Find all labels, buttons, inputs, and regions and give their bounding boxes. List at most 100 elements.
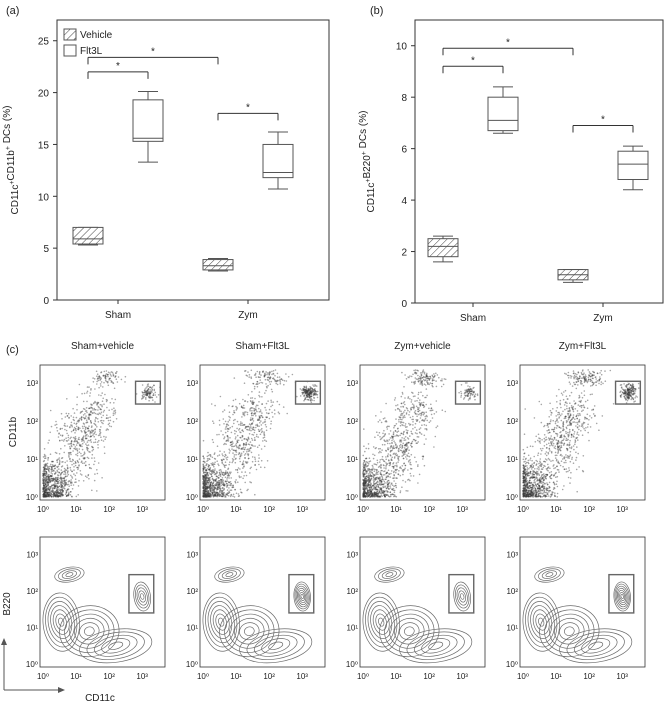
event-dot [528, 474, 531, 477]
event-dot [243, 407, 246, 409]
event-dot [94, 460, 96, 463]
event-dot [73, 469, 75, 471]
event-dot [56, 469, 58, 472]
event-dot [409, 472, 412, 475]
event-dot [68, 455, 70, 457]
event-dot [257, 460, 260, 463]
event-dot [376, 494, 378, 497]
event-dot [109, 377, 111, 380]
event-dot [56, 465, 58, 468]
event-dot [70, 442, 73, 445]
event-dot [55, 495, 58, 498]
event-dot [43, 493, 45, 495]
event-dot [367, 469, 370, 472]
event-dot [77, 427, 80, 429]
event-dot [236, 471, 239, 474]
event-dot [84, 413, 86, 415]
event-dot [258, 444, 261, 447]
event-dot [49, 453, 52, 456]
event-dot [397, 457, 400, 459]
event-dot [257, 436, 260, 438]
event-dot [52, 465, 54, 468]
event-dot [434, 435, 437, 438]
event-dot [46, 481, 49, 483]
event-dot [53, 484, 56, 487]
event-dot [241, 491, 243, 494]
event-dot [370, 477, 373, 480]
event-dot [223, 474, 225, 477]
event-dot [42, 474, 44, 477]
event-dot [420, 433, 423, 435]
event-dot [283, 383, 285, 386]
event-dot [258, 391, 261, 393]
event-dot [56, 461, 59, 464]
event-dot [245, 444, 247, 447]
event-dot [389, 442, 391, 445]
event-dot [226, 489, 229, 491]
event-dot [389, 494, 392, 496]
event-dot [42, 466, 45, 469]
event-dot [242, 467, 244, 469]
event-dot [222, 483, 224, 485]
event-dot [42, 479, 44, 482]
y-tick-label: 25 [38, 37, 50, 48]
panel-label-a: (a) [6, 5, 19, 17]
event-dot [45, 489, 47, 492]
event-dot [363, 428, 365, 430]
event-dot [60, 447, 62, 450]
event-dot [401, 451, 404, 454]
event-dot [379, 486, 381, 489]
event-dot [96, 373, 99, 376]
event-dot [52, 479, 54, 482]
event-dot [50, 495, 53, 498]
event-dot [247, 450, 250, 453]
event-dot [393, 426, 395, 429]
event-dot [88, 477, 90, 480]
event-dot [269, 427, 272, 430]
event-dot [107, 419, 110, 422]
event-dot [47, 493, 49, 496]
event-dot [424, 428, 426, 430]
event-dot [70, 440, 73, 443]
event-dot [45, 494, 47, 496]
event-dot [88, 386, 90, 388]
event-dot [42, 473, 45, 476]
event-dot [286, 412, 289, 415]
event-dot [395, 423, 398, 425]
event-dot [261, 412, 263, 414]
event-dot [254, 372, 257, 375]
event-dot [107, 381, 109, 383]
event-dot [379, 438, 382, 441]
event-dot [60, 477, 62, 479]
event-dot [89, 420, 92, 422]
event-dot [406, 426, 408, 428]
event-dot [391, 447, 394, 450]
event-dot [229, 484, 231, 487]
event-dot [86, 400, 88, 403]
event-dot [96, 418, 99, 420]
event-dot [57, 495, 59, 498]
event-dot [58, 492, 61, 495]
event-dot [50, 463, 52, 466]
event-dot [252, 420, 255, 422]
event-dot [96, 469, 98, 471]
event-dot [45, 489, 47, 492]
event-dot [113, 402, 115, 404]
event-dot [387, 479, 390, 482]
event-dot [80, 411, 83, 413]
event-dot [222, 495, 224, 498]
event-dot [394, 442, 396, 444]
event-dot [63, 467, 66, 470]
event-dot [232, 413, 234, 416]
event-dot [389, 462, 391, 465]
event-dot [57, 478, 59, 480]
event-dot [256, 446, 259, 449]
event-dot [66, 425, 69, 427]
event-dot [84, 475, 87, 478]
legend-swatch-vehicle [63, 28, 77, 41]
event-dot [415, 439, 417, 442]
event-dot [51, 477, 54, 480]
event-dot [114, 398, 117, 401]
event-dot [426, 419, 429, 422]
event-dot [54, 485, 56, 487]
